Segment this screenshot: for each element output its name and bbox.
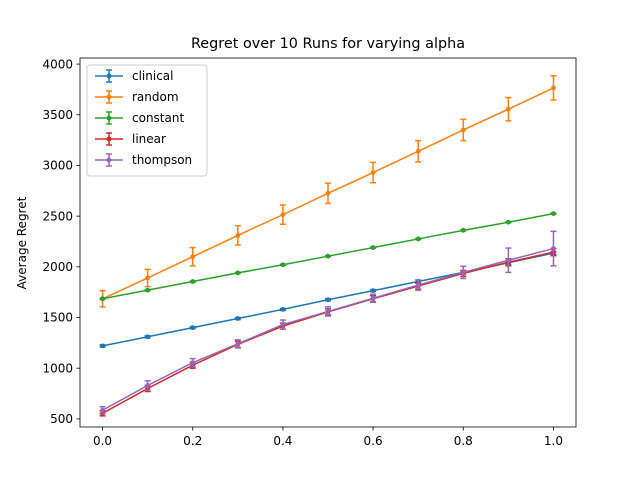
legend-label-thompson: thompson xyxy=(132,153,192,167)
data-point-clinical xyxy=(235,316,241,321)
axes-frame xyxy=(79,57,577,428)
data-point-random xyxy=(190,254,196,260)
chart-title: Regret over 10 Runs for varying alpha xyxy=(191,36,465,52)
data-point-constant xyxy=(280,262,286,268)
series-thompson xyxy=(99,230,557,415)
data-point-constant xyxy=(551,211,556,217)
axes: 0.0 0.2 0.4 0.6 0.8 1.0 500 1000 1500 2000 2500 300… xyxy=(42,57,577,448)
y-tick-label: 3500 xyxy=(42,108,73,122)
y-tick-label: 1000 xyxy=(42,361,73,375)
y-axis-label: Average Regret xyxy=(15,196,29,289)
data-point-random xyxy=(415,148,421,154)
data-point-constant xyxy=(325,253,331,259)
data-point-thompson xyxy=(460,270,466,275)
data-point-random xyxy=(505,106,511,112)
data-point-constant xyxy=(190,279,196,284)
data-point-constant xyxy=(235,270,241,276)
data-point-thompson xyxy=(325,309,331,314)
data-point-constant xyxy=(415,236,421,242)
legend-label-linear: linear xyxy=(132,132,166,146)
data-point-random xyxy=(280,212,286,218)
data-point-constant xyxy=(460,227,466,233)
data-point-random xyxy=(370,170,376,175)
data-point-thompson xyxy=(235,341,241,347)
data-point-random xyxy=(145,275,151,281)
data-point-constant xyxy=(370,245,376,250)
legend-marker-thompson xyxy=(106,157,112,163)
data-point-clinical xyxy=(280,307,286,312)
legend-entry-clinical: clinical xyxy=(95,69,174,83)
y-tick-label: 4000 xyxy=(42,57,73,71)
series-random xyxy=(99,74,557,308)
data-point-thompson xyxy=(145,383,151,388)
data-point-thompson xyxy=(505,257,511,263)
legend-entry-random: random xyxy=(95,90,179,104)
legend: clinical random constant linear thompson xyxy=(86,64,208,177)
series-constant xyxy=(99,211,557,302)
data-point-thompson xyxy=(370,295,376,301)
data-point-random xyxy=(235,233,241,238)
data-point-clinical xyxy=(190,325,196,331)
data-point-random xyxy=(551,85,556,91)
legend-marker-constant xyxy=(106,115,112,121)
y-tick-label: 1500 xyxy=(42,311,73,325)
x-tick-label: 0.8 xyxy=(454,434,473,448)
legend-entry-constant: constant xyxy=(95,111,184,125)
x-tick-label: 0.2 xyxy=(183,434,202,448)
y-tick-label: 3000 xyxy=(42,159,73,173)
x-tick-label: 0.0 xyxy=(93,434,112,448)
legend-box xyxy=(86,64,208,177)
data-point-thompson xyxy=(551,246,556,251)
data-point-thompson xyxy=(280,322,286,328)
legend-label-clinical: clinical xyxy=(132,69,174,83)
data-point-thompson xyxy=(190,360,196,366)
data-point-clinical xyxy=(370,288,376,294)
legend-label-constant: constant xyxy=(132,111,184,125)
legend-entry-linear: linear xyxy=(95,132,166,146)
data-point-constant xyxy=(505,219,511,225)
legend-entry-thompson: thompson xyxy=(95,153,192,167)
x-tick-label: 0.4 xyxy=(273,434,292,448)
y-tick-label: 2500 xyxy=(42,209,73,223)
y-tick-label: 500 xyxy=(50,412,73,426)
data-point-clinical xyxy=(100,343,105,349)
data-point-constant xyxy=(100,296,105,302)
x-tick-label: 1.0 xyxy=(544,434,563,448)
data-point-thompson xyxy=(415,282,421,288)
data-point-clinical xyxy=(145,334,151,340)
legend-marker-linear xyxy=(106,136,112,142)
x-tick-label: 0.6 xyxy=(364,434,383,448)
y-tick-label: 2000 xyxy=(42,260,73,274)
data-point-random xyxy=(325,190,331,196)
plot-area xyxy=(99,74,557,417)
data-point-thompson xyxy=(100,407,105,413)
data-point-clinical xyxy=(325,297,331,303)
data-point-random xyxy=(460,127,466,133)
legend-marker-random xyxy=(106,94,112,100)
legend-marker-clinical xyxy=(106,73,112,79)
data-point-constant xyxy=(145,287,151,293)
legend-label-random: random xyxy=(132,90,179,104)
